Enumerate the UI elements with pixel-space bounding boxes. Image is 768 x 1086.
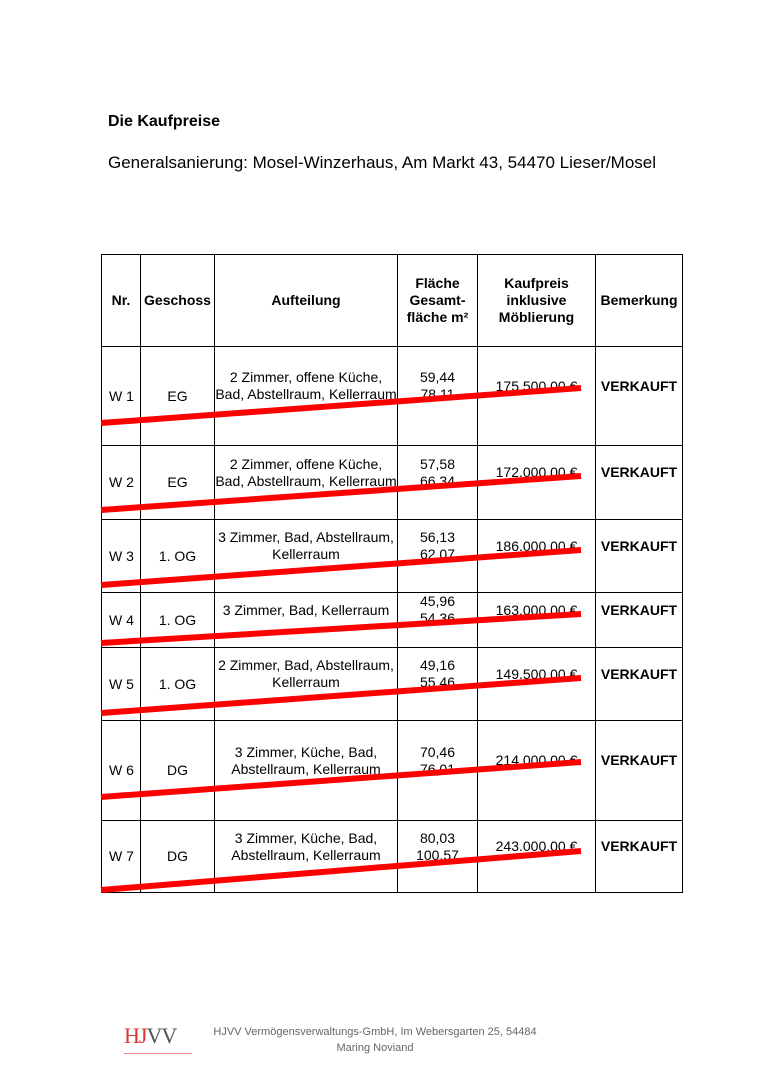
cell-kaufpreis: 163.000,00 € [477,592,596,648]
cell-geschoss: 1. OG [140,519,215,593]
kaufpreis-value: 172.000,00 € [495,464,578,480]
cell-nr: W 6 [101,720,141,821]
status-badge: VERKAUFT [600,752,678,768]
cell-bemerkung: VERKAUFT [595,346,683,446]
aufteilung-text: 2 Zimmer, Bad, Abstellraum, Kellerraum [218,657,394,690]
table-row: W 2 EG 2 Zimmer, offene Küche, Bad, Abstel… [101,445,683,520]
footer-line-2: Maring Noviand [336,1042,414,1054]
cell-geschoss: DG [140,720,215,821]
status-badge: VERKAUFT [600,665,678,682]
cell-nr: W 1 [101,346,141,446]
flaeche-value: 70,46 [419,743,456,760]
table-row: W 3 1. OG 3 Zimmer, Bad, Abstellraum, Kell… [101,519,683,593]
kaufpreis-value: 163.000,00 € [495,601,578,618]
gesamtflaeche-value: 62,07 [419,546,456,562]
cell-aufteilung: 2 Zimmer, Bad, Abstellraum, Kellerraum [214,647,398,721]
cell-kaufpreis: 214.000,00 € [477,720,596,821]
flaeche-value: 80,03 [419,829,456,846]
kaufpreis-value: 214.000,00 € [495,752,578,768]
header-flaeche: Fläche Gesamt-fläche m² [397,254,478,347]
gesamtflaeche-value: 100,57 [416,846,459,863]
table-row: W 6 DG 3 Zimmer, Küche, Bad, Abstellraum, … [101,720,683,821]
cell-bemerkung: VERKAUFT [595,720,683,821]
cell-flaeche: 45,96 54,36 [397,592,478,648]
cell-flaeche: 80,03 100,57 [397,820,478,893]
cell-aufteilung: 2 Zimmer, offene Küche, Bad, Abstellraum… [214,346,398,446]
gesamtflaeche-value: 66,34 [419,472,456,489]
status-badge: VERKAUFT [600,838,678,854]
aufteilung-text: 3 Zimmer, Bad, Abstellraum, Kellerraum [218,529,394,562]
gesamtflaeche-value: 76,01 [419,760,456,777]
aufteilung-text: 2 Zimmer, offene Küche, Bad, Abstellraum… [215,369,397,402]
flaeche-value: 59,44 [419,369,456,385]
aufteilung-text: 3 Zimmer, Bad, Kellerraum [222,601,390,618]
table-header-row: Nr. Geschoss Aufteilung Fläche Gesamt-fl… [101,254,683,347]
header-bemerkung: Bemerkung [595,254,683,347]
status-badge: VERKAUFT [600,377,678,394]
cell-flaeche: 57,58 66,34 [397,445,478,520]
aufteilung-text: 3 Zimmer, Küche, Bad, Abstellraum, Kelle… [231,829,381,863]
cell-aufteilung: 3 Zimmer, Bad, Abstellraum, Kellerraum [214,519,398,593]
cell-flaeche: 59,44 78,11 [397,346,478,446]
company-logo: HJVV [124,1025,192,1054]
cell-geschoss: EG [140,346,215,446]
header-kaufpreis: Kaufpreis inklusive Möblierung [477,254,596,347]
cell-geschoss: EG [140,445,215,520]
cell-kaufpreis: 186.000,00 € [477,519,596,593]
price-table: Nr. Geschoss Aufteilung Fläche Gesamt-fl… [101,254,683,893]
cell-nr: W 2 [101,445,141,520]
page-title: Die Kaufpreise [108,113,221,130]
cell-nr: W 3 [101,519,141,593]
table-row: W 5 1. OG 2 Zimmer, Bad, Abstellraum, Kell… [101,647,683,721]
cell-nr: W 4 [101,592,141,648]
kaufpreis-value: 186.000,00 € [495,537,578,554]
cell-geschoss: 1. OG [140,647,215,721]
status-badge: VERKAUFT [600,464,678,480]
cell-nr: W 7 [101,820,141,893]
cell-nr: W 5 [101,647,141,721]
cell-kaufpreis: 149.500,00 € [477,647,596,721]
table-row: W 4 1. OG 3 Zimmer, Bad, Kellerraum 45,96 54… [101,592,683,648]
cell-geschoss: DG [140,820,215,893]
cell-kaufpreis: 175.500,00 € [477,346,596,446]
gesamtflaeche-value: 55,46 [419,674,456,690]
cell-aufteilung: 2 Zimmer, offene Küche, Bad, Abstellraum… [214,445,398,520]
cell-bemerkung: VERKAUFT [595,592,683,648]
footer-line-1: HJVV Vermögensverwaltungs-GmbH, Im Weber… [213,1026,537,1038]
kaufpreis-value: 175.500,00 € [495,377,578,394]
flaeche-value: 57,58 [419,455,456,472]
gesamtflaeche-value: 54,36 [419,610,456,626]
cell-aufteilung: 3 Zimmer, Küche, Bad, Abstellraum, Kelle… [214,720,398,821]
flaeche-value: 56,13 [419,529,456,545]
table-row: W 7 DG 3 Zimmer, Küche, Bad, Abstellraum, … [101,820,683,893]
header-geschoss: Geschoss [140,254,215,347]
gesamtflaeche-value: 78,11 [420,386,455,402]
cell-flaeche: 70,46 76,01 [397,720,478,821]
cell-bemerkung: VERKAUFT [595,820,683,893]
cell-bemerkung: VERKAUFT [595,647,683,721]
flaeche-value: 45,96 [419,593,456,609]
status-badge: VERKAUFT [600,537,678,554]
header-aufteilung: Aufteilung [214,254,398,347]
table-row: W 1 EG 2 Zimmer, offene Küche, Bad, Abstel… [101,346,683,446]
cell-kaufpreis: 172.000,00 € [477,445,596,520]
cell-bemerkung: VERKAUFT [595,519,683,593]
cell-geschoss: 1. OG [140,592,215,648]
kaufpreis-value: 149.500,00 € [495,665,578,682]
cell-aufteilung: 3 Zimmer, Küche, Bad, Abstellraum, Kelle… [214,820,398,893]
flaeche-value: 49,16 [419,657,456,673]
header-nr: Nr. [101,254,141,347]
aufteilung-text: 3 Zimmer, Küche, Bad, Abstellraum, Kelle… [231,743,381,777]
cell-aufteilung: 3 Zimmer, Bad, Kellerraum [214,592,398,648]
page-subtitle: Generalsanierung: Mosel-Winzerhaus, Am M… [108,153,657,172]
aufteilung-text: 2 Zimmer, offene Küche, Bad, Abstellraum… [215,455,397,489]
cell-bemerkung: VERKAUFT [595,445,683,520]
cell-flaeche: 56,13 62,07 [397,519,478,593]
cell-flaeche: 49,16 55,46 [397,647,478,721]
cell-kaufpreis: 243.000,00 € [477,820,596,893]
kaufpreis-value: 243.000,00 € [495,838,578,854]
status-badge: VERKAUFT [600,601,678,618]
